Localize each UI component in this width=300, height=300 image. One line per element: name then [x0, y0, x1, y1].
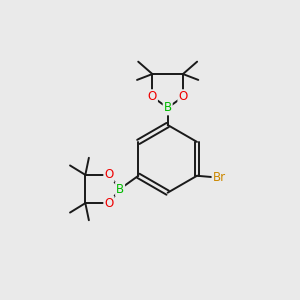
Text: O: O — [178, 90, 188, 103]
Text: O: O — [104, 168, 113, 182]
Text: O: O — [104, 196, 113, 210]
Text: O: O — [148, 90, 157, 103]
Text: B: B — [164, 101, 172, 114]
Text: Br: Br — [212, 171, 226, 184]
Text: B: B — [116, 182, 124, 196]
